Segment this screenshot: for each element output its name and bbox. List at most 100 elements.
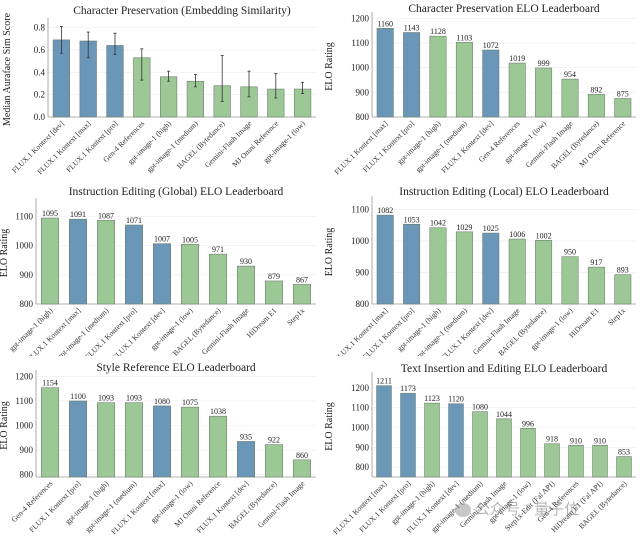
y-axis-label: ELO Rating: [324, 42, 335, 91]
x-tick-label: BAGEL (Bytedance): [496, 306, 548, 356]
chart-character-preservation-similarity: Character Preservation (Embedding Simila…: [0, 0, 320, 178]
bar: [41, 217, 59, 305]
bar: [592, 445, 608, 478]
bar: [429, 227, 447, 305]
bar: [41, 387, 59, 478]
bar: [181, 243, 199, 305]
bar: [69, 400, 87, 478]
y-tick-label: 1000: [351, 422, 370, 432]
y-tick-label: 800: [356, 112, 370, 122]
x-tick-label: FLUX.1 Kontext [max]: [109, 479, 166, 536]
y-tick-label: 1100: [351, 403, 369, 413]
watermark-text: 公众号 · 量子位: [475, 500, 580, 518]
bar-value-label: 1160: [377, 19, 393, 28]
bar: [293, 284, 311, 305]
bar-value-label: 1075: [182, 398, 198, 407]
bar: [209, 253, 227, 305]
bar-value-label: 853: [618, 448, 630, 457]
x-tick-label: FLUX.1 Kontext [max]: [332, 306, 389, 356]
x-tick-label: Gemini-Flash Image: [200, 306, 251, 356]
bar-value-label: 875: [617, 90, 629, 99]
y-tick-label: 1200: [15, 371, 34, 381]
bar-value-label: 1029: [456, 223, 472, 232]
bar: [508, 238, 526, 305]
y-tick-label: 1100: [351, 204, 369, 214]
bar: [568, 445, 584, 478]
wechat-icon: [455, 502, 471, 517]
y-axis-label: Median Auraface Sim Score: [2, 12, 13, 126]
bar: [448, 403, 464, 478]
y-tick-label: 1200: [351, 383, 370, 393]
bar-value-label: 996: [522, 419, 534, 428]
y-tick-label: 1000: [15, 421, 34, 431]
bar-value-label: 950: [564, 248, 576, 257]
bar-value-label: 1087: [98, 211, 114, 220]
bar-value-label: 1080: [472, 403, 488, 412]
x-tick-label: HiDream E1: [245, 306, 279, 340]
bar: [400, 392, 416, 478]
chart-style-reference-elo: Style Reference ELO Leaderboard ELO Ratin…: [0, 356, 320, 537]
y-axis-label: ELO Rating: [0, 401, 10, 450]
x-tick-label: FLUX.1 Kontext [dev]: [195, 479, 251, 535]
bar: [376, 214, 394, 305]
x-tick-label: MJ Omni Reference: [577, 119, 627, 169]
bar: [520, 427, 536, 478]
chart-title: Character Preservation ELO Leaderboard: [408, 3, 600, 15]
y-tick-label: 1100: [351, 38, 369, 48]
chart-svg: Style Reference ELO Leaderboard ELO Ratin…: [0, 362, 316, 536]
x-tick-label: Gemini-Flash Image: [203, 119, 254, 170]
x-tick-label: BAGEL (Bytedance): [227, 479, 279, 531]
bar-value-label: 917: [590, 258, 602, 267]
bar: [265, 444, 283, 478]
y-axis-label: ELO Rating: [324, 228, 335, 277]
bar: [97, 220, 115, 305]
bar: [181, 406, 199, 478]
y-tick-label: 0.8: [34, 23, 46, 33]
bar: [153, 243, 171, 305]
chart-character-preservation-elo: Character Preservation ELO Leaderboard EL…: [320, 0, 640, 178]
bar-value-label: 910: [570, 436, 582, 445]
bar-value-label: 1006: [509, 230, 525, 239]
x-tick-label: BAGEL (Bytedance): [175, 119, 227, 171]
bar: [535, 67, 553, 118]
bar: [455, 231, 473, 305]
bar: [455, 42, 473, 118]
bar-value-label: 971: [212, 245, 224, 254]
bar: [69, 218, 87, 305]
bar-value-label: 1007: [154, 235, 170, 244]
bar-value-label: 1211: [376, 377, 392, 386]
bar-value-label: 910: [594, 436, 606, 445]
y-tick-label: 900: [20, 445, 34, 455]
bar: [482, 232, 500, 305]
chart-title: Character Preservation (Embedding Simila…: [73, 5, 291, 17]
bar: [587, 266, 605, 305]
bar: [616, 456, 632, 478]
bar-value-label: 867: [296, 275, 308, 284]
chart-text-insertion-editing-elo: Text Insertion and Editing ELO Leaderboa…: [320, 356, 640, 537]
bar: [293, 459, 311, 478]
chart-svg: Text Insertion and Editing ELO Leaderboa…: [324, 363, 636, 536]
bar: [403, 32, 421, 118]
bar-value-label: 879: [268, 272, 280, 281]
bar-value-label: 1071: [126, 216, 142, 225]
chart-svg: Character Preservation (Embedding Simila…: [2, 5, 316, 176]
bar-value-label: 1123: [424, 394, 440, 403]
chart-svg: Instruction Editing (Local) ELO Leaderbo…: [324, 186, 636, 356]
y-tick-label: 1000: [351, 63, 370, 73]
bar-value-label: 1019: [509, 54, 525, 63]
bar: [403, 223, 421, 305]
bar-value-label: 954: [564, 70, 576, 79]
y-tick-label: 900: [356, 267, 370, 277]
bar: [125, 402, 143, 478]
y-tick-label: 1000: [15, 241, 34, 251]
bar: [106, 45, 124, 118]
bar-value-label: 999: [538, 59, 550, 68]
y-tick-label: 0.6: [34, 45, 46, 55]
bar: [472, 411, 488, 478]
y-tick-label: 1100: [15, 396, 33, 406]
bar-value-label: 892: [590, 85, 602, 94]
bar-value-label: 1173: [400, 384, 416, 393]
y-tick-label: 900: [20, 270, 34, 280]
bar-value-label: 1154: [42, 379, 58, 388]
x-tick-label: Step1x: [606, 306, 627, 327]
